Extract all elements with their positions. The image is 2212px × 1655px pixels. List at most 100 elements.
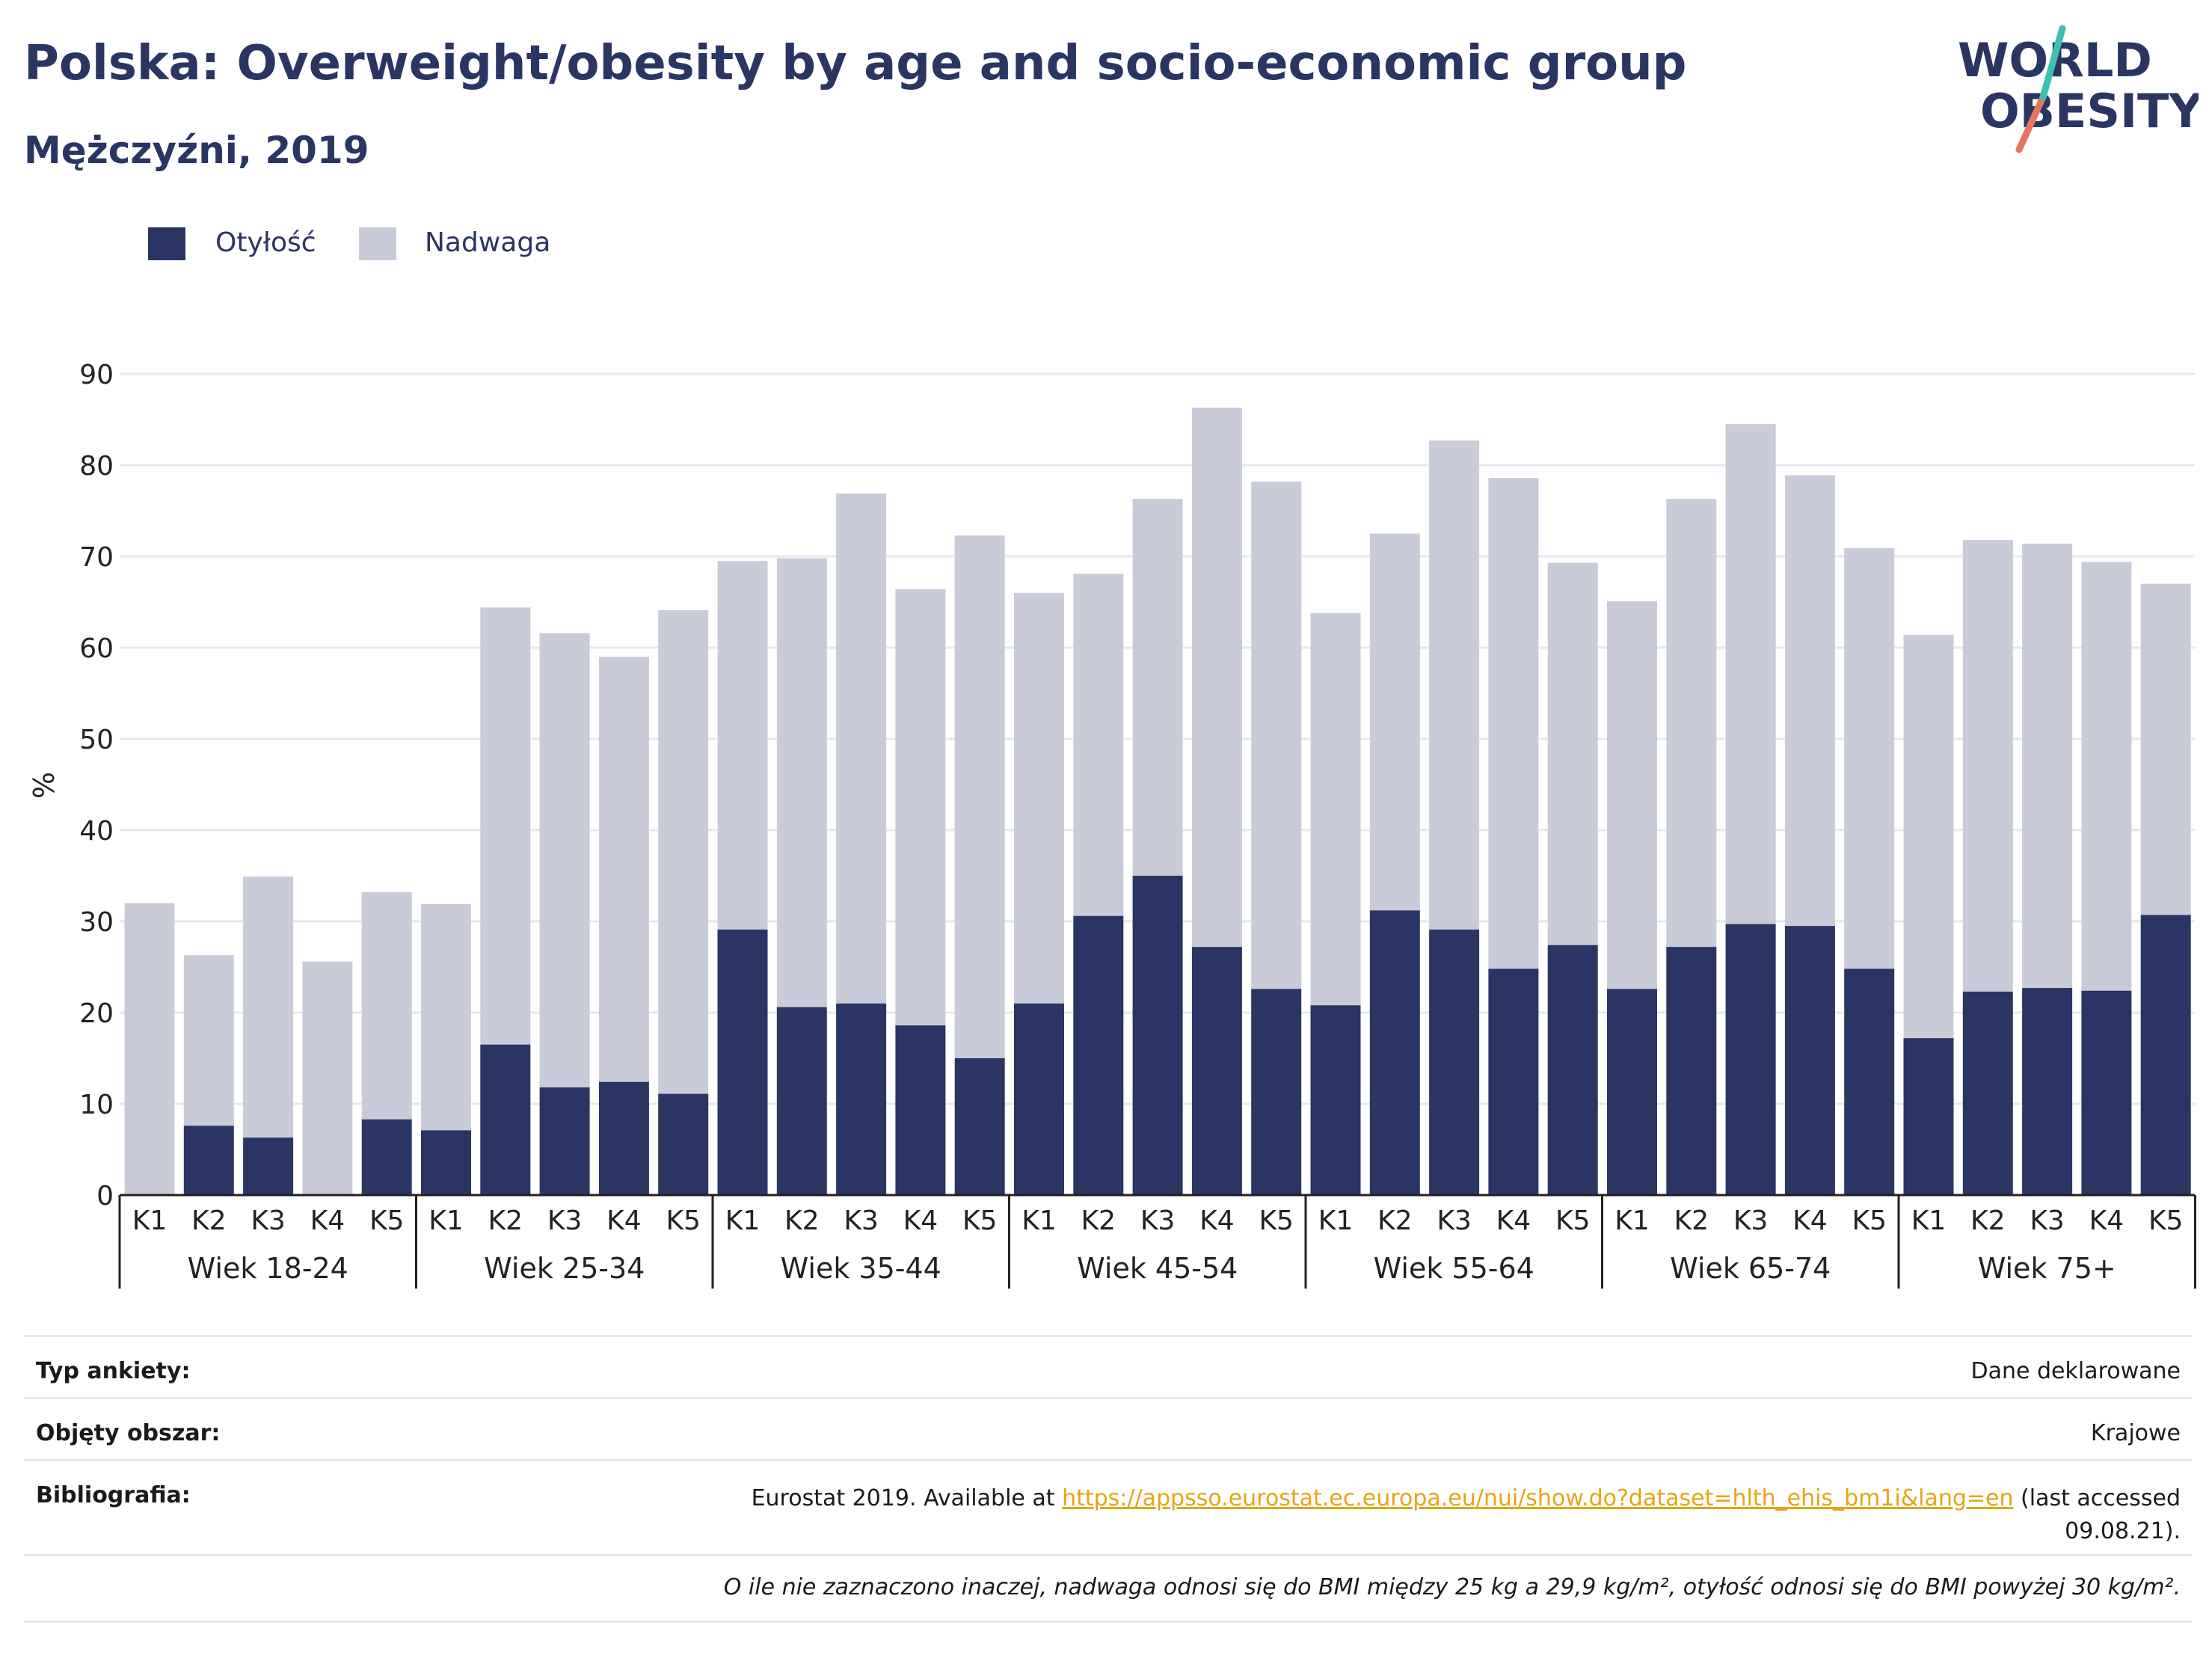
x-tick-label-k4: K4 [1496, 1206, 1531, 1236]
bibliography-date: 09.08.21). [2065, 1518, 2181, 1544]
bar-obesity-2-k1 [421, 1130, 471, 1195]
bar-obesity-4-k2 [1073, 915, 1124, 1195]
bar-overweight-2-k2 [480, 607, 531, 1045]
x-tick-label-k4: K4 [903, 1206, 938, 1236]
bar-obesity-7-k3 [2022, 988, 2073, 1195]
bar-obesity-7-k2 [1962, 991, 2013, 1195]
bibliography-link[interactable]: https://appsso.eurostat.ec.europa.eu/nui… [1062, 1485, 2014, 1511]
bar-overweight-6-k5 [1844, 548, 1895, 969]
bar-overweight-2-k4 [598, 657, 649, 1082]
bar-overweight-4-k5 [1251, 481, 1302, 989]
definition-note: O ile nie zaznaczono inaczej, nadwaga od… [723, 1574, 2181, 1600]
bar-overweight-1-k3 [243, 876, 294, 1138]
chart-title: Polska: Overweight/obesity by age and so… [24, 36, 1687, 91]
legend-swatch-overweight [359, 227, 396, 260]
x-tick-label-k3: K3 [844, 1206, 879, 1236]
bar-overweight-3-k2 [776, 558, 827, 1007]
bar-obesity-3-k3 [836, 1003, 887, 1195]
stacked-bar-chart: 0 10 20 30 40 50 60 70 80 90% K1 K2 K3 K4 K5 K1 K2 K3 K4 K5… [28, 360, 2196, 1289]
bar-obesity-6-k4 [1784, 926, 1835, 1195]
x-tick-label-k1: K1 [1615, 1206, 1650, 1236]
bar-overweight-5-k5 [1547, 562, 1598, 945]
logo-line2: OBESITY [1980, 84, 2199, 138]
bar-obesity-6-k5 [1844, 968, 1895, 1195]
group-label: Wiek 35-44 [781, 1252, 941, 1285]
x-tick-label-k5: K5 [666, 1206, 701, 1236]
x-tick-label-k2: K2 [488, 1206, 523, 1236]
y-tick-label-10: 10 [79, 1090, 114, 1120]
bar-overweight-2-k1 [421, 903, 471, 1131]
area-label: Objęty obszar: [36, 1420, 221, 1446]
bar-overweight-4-k1 [1014, 592, 1064, 1004]
bar-obesity-5-k1 [1310, 1005, 1361, 1195]
bar-overweight-3-k3 [836, 493, 887, 1004]
chart-subtitle: Mężczyźni, 2019 [24, 129, 369, 172]
x-tick-label-k3: K3 [251, 1206, 286, 1236]
group-label: Wiek 25-34 [484, 1252, 645, 1285]
bar-obesity-2-k5 [658, 1093, 709, 1195]
bar-overweight-1-k2 [183, 955, 234, 1126]
legend-label-obesity: Otyłość [215, 227, 316, 258]
bar-overweight-3-k5 [954, 535, 1005, 1058]
group-label: Wiek 65-74 [1670, 1252, 1831, 1285]
bar-obesity-7-k1 [1903, 1038, 1954, 1195]
bar-obesity-3-k4 [895, 1025, 946, 1195]
bar-overweight-6-k3 [1725, 424, 1776, 924]
bar-overweight-1-k1 [124, 903, 175, 1195]
bar-overweight-6-k2 [1666, 499, 1717, 948]
bibliography-suffix: (last accessed [2013, 1485, 2181, 1511]
area-value: Krajowe [2090, 1420, 2181, 1446]
x-tick-label-k2: K2 [784, 1206, 820, 1236]
bar-obesity-7-k4 [2081, 990, 2132, 1195]
bar-obesity-5-k4 [1488, 968, 1539, 1195]
group-label: Wiek 55-64 [1374, 1252, 1534, 1285]
bar-overweight-5-k3 [1429, 440, 1480, 930]
bar-obesity-2-k3 [539, 1087, 590, 1195]
axes: 0 10 20 30 40 50 60 70 80 90% K1 K2 K3 K4 K5 K1 K2 K3 K4 K5… [28, 360, 2196, 1289]
bar-obesity-1-k5 [361, 1119, 412, 1195]
bar-obesity-4-k4 [1191, 947, 1242, 1195]
x-tick-label-k3: K3 [2030, 1206, 2065, 1236]
bar-overweight-1-k5 [361, 891, 412, 1120]
y-tick-label-60: 60 [79, 633, 114, 664]
legend-label-overweight: Nadwaga [425, 227, 551, 258]
y-tick-label-20: 20 [79, 998, 114, 1029]
bar-obesity-2-k4 [598, 1081, 649, 1195]
bar-overweight-4-k4 [1191, 408, 1242, 948]
bar-overweight-5-k4 [1488, 478, 1539, 969]
x-tick-label-k1: K1 [132, 1206, 168, 1236]
y-tick-label-40: 40 [79, 816, 114, 847]
y-tick-label-50: 50 [79, 725, 114, 755]
y-tick-label-70: 70 [79, 542, 114, 573]
y-tick-label-80: 80 [79, 451, 114, 482]
footer-row-survey: Typ ankiety: Dane deklarowane [24, 1335, 2193, 1397]
bibliography-label: Bibliografia: [36, 1482, 191, 1508]
world-obesity-logo: WORLD OBESITY [1958, 25, 2199, 153]
bar-overweight-7-k4 [2081, 562, 2132, 991]
x-tick-label-k4: K4 [310, 1206, 345, 1236]
bar-obesity-1-k2 [183, 1126, 234, 1195]
footer-table: Typ ankiety: Dane deklarowane Objęty obs… [24, 1335, 2193, 1623]
bibliography-value: Eurostat 2019. Available at https://apps… [752, 1482, 2181, 1548]
bar-overweight-2-k5 [658, 610, 709, 1094]
bar-overweight-7-k3 [2022, 543, 2073, 989]
x-tick-label-k3: K3 [1733, 1206, 1769, 1236]
x-tick-label-k5: K5 [369, 1206, 405, 1236]
bar-obesity-3-k2 [776, 1007, 827, 1195]
x-tick-label-k1: K1 [1021, 1206, 1057, 1236]
bar-obesity-4-k1 [1014, 1003, 1064, 1195]
bar-overweight-5-k1 [1310, 612, 1361, 1006]
bar-obesity-2-k2 [480, 1044, 531, 1195]
y-tick-label-90: 90 [79, 360, 114, 390]
bar-obesity-5-k2 [1369, 910, 1420, 1195]
footer-row-area: Objęty obszar: Krajowe [24, 1397, 2193, 1459]
x-tick-label-k4: K4 [1792, 1206, 1828, 1236]
logo-slash-teal [2039, 25, 2066, 101]
x-tick-label-k4: K4 [2089, 1206, 2125, 1236]
bars [124, 408, 2191, 1195]
bar-obesity-7-k5 [2140, 915, 2191, 1195]
bar-obesity-5-k5 [1547, 945, 1598, 1195]
x-tick-label-k3: K3 [1437, 1206, 1472, 1236]
footer-row-note: O ile nie zaznaczono inaczej, nadwaga od… [24, 1554, 2193, 1623]
bar-overweight-7-k2 [1962, 540, 2013, 992]
